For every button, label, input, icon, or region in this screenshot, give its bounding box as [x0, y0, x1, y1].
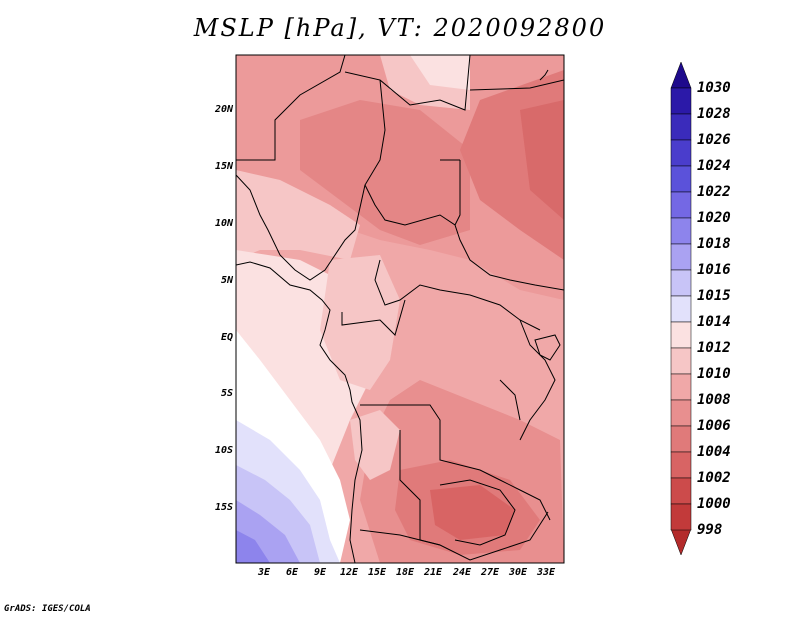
colorbar-label: 1002	[697, 470, 731, 486]
colorbar-label: 1010	[697, 366, 731, 382]
colorbar-label: 1022	[697, 184, 731, 200]
colorbar-label: 1000	[697, 496, 731, 512]
lat-label: 20N	[214, 104, 233, 115]
colorbar-segment	[670, 373, 692, 401]
lon-label: 6E	[285, 567, 299, 578]
lon-label: 15E	[367, 567, 387, 578]
colorbar-label: 1015	[697, 288, 731, 304]
colorbar-segment	[670, 165, 692, 193]
colorbar-segment	[670, 243, 692, 271]
lat-label: 15N	[214, 161, 233, 172]
lon-label: 27E	[480, 567, 500, 578]
map-frame	[235, 54, 565, 564]
colorbar-label: 1004	[697, 444, 731, 460]
colorbar-segment	[670, 191, 692, 219]
colorbar-segment	[670, 269, 692, 297]
lat-label: 15S	[214, 502, 233, 513]
colorbar-label: 1024	[697, 158, 731, 174]
colorbar-label: 1018	[697, 236, 731, 252]
lat-label: 10S	[214, 445, 233, 456]
colorbar-label: 1014	[697, 314, 731, 330]
colorbar-segment	[670, 425, 692, 453]
lat-label: EQ	[220, 332, 233, 343]
colorbar-label: 998	[697, 522, 723, 538]
grads-credit: GrADS: IGES/COLA	[4, 604, 91, 614]
colorbar-segment	[670, 295, 692, 323]
colorbar-segment	[670, 87, 692, 115]
borders	[236, 55, 564, 563]
colorbar-segment	[670, 451, 692, 479]
lon-label: 24E	[452, 567, 472, 578]
lat-label: 5N	[220, 275, 233, 286]
lon-label: 21E	[423, 567, 443, 578]
colorbar-label: 1030	[697, 80, 731, 96]
colorbar-segment	[670, 347, 692, 375]
colorbar-label: 1012	[697, 340, 731, 356]
colorbar-segment	[670, 113, 692, 141]
colorbar-label: 1016	[697, 262, 731, 278]
lon-label: 12E	[339, 567, 359, 578]
colorbar-label: 1006	[697, 418, 731, 434]
pressure-field	[236, 55, 564, 563]
colorbar-segment	[670, 139, 692, 167]
lat-label: 5S	[220, 388, 233, 399]
colorbar-label: 1008	[697, 392, 731, 408]
colorbar-label: 1026	[697, 132, 731, 148]
colorbar	[670, 61, 692, 556]
lon-label: 30E	[508, 567, 528, 578]
colorbar-segment	[670, 217, 692, 245]
lon-label: 9E	[313, 567, 327, 578]
colorbar-segment	[670, 477, 692, 505]
colorbar-segment	[670, 321, 692, 349]
colorbar-segment	[670, 503, 692, 531]
colorbar-label: 1028	[697, 106, 731, 122]
lon-label: 18E	[395, 567, 415, 578]
lon-label: 3E	[257, 567, 271, 578]
colorbar-label: 1020	[697, 210, 731, 226]
lon-label: 33E	[536, 567, 556, 578]
lat-label: 10N	[214, 218, 233, 229]
colorbar-segment	[670, 399, 692, 427]
chart-title: MSLP [hPa], VT: 2020092800	[193, 14, 607, 42]
